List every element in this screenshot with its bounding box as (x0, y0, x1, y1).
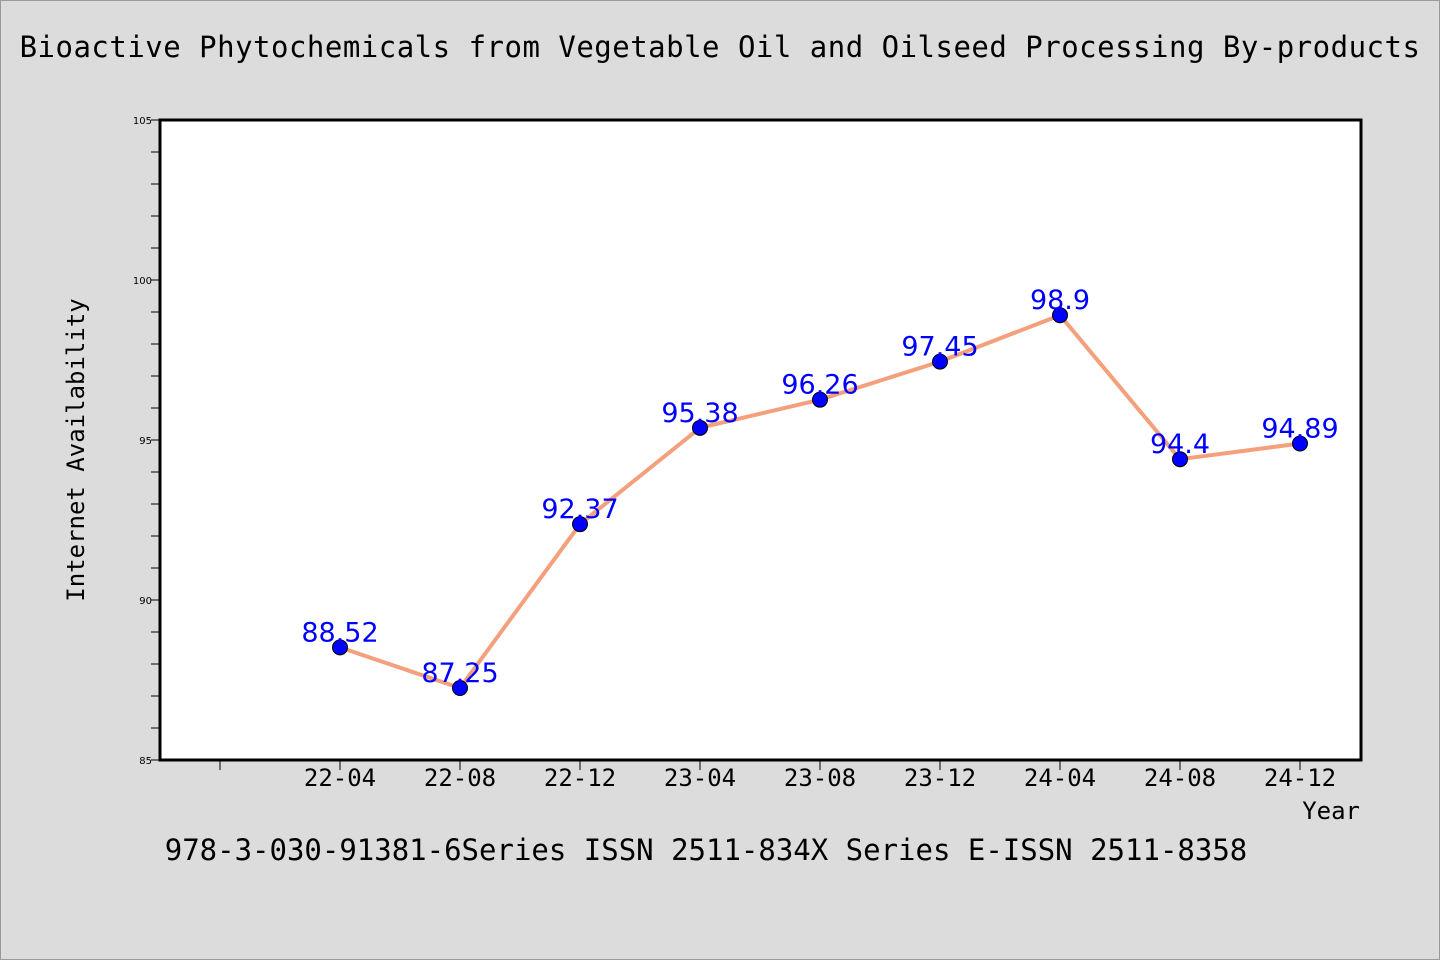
data-point (1172, 451, 1188, 468)
x-tick-label: 23-08 (784, 764, 856, 792)
footer-isbn: 978-3-030-91381-6Series ISSN 2511-834X S… (164, 833, 1248, 867)
data-point (692, 419, 708, 436)
y-axis: 85 90 95 100 105 (133, 116, 160, 767)
x-tick-label: 22-12 (544, 764, 616, 792)
x-tick-label: 24-08 (1144, 764, 1216, 792)
data-label: 87.25 (421, 658, 498, 689)
data-label: 94.89 (1261, 414, 1338, 445)
data-point (1052, 307, 1068, 324)
data-point (1292, 435, 1308, 452)
data-label-group: 88.52 87.25 92.37 95.38 96.26 97.45 98.9 94.4 94… (301, 285, 1338, 689)
data-point (932, 353, 948, 370)
x-tick-label: 22-04 (304, 764, 376, 792)
data-point (452, 680, 468, 696)
y-tick-label: 100 (133, 276, 152, 287)
data-label: 92.37 (541, 494, 618, 525)
chart-title: Bioactive Phytochemicals from Vegetable … (19, 30, 1421, 64)
x-axis: 22-04 22-08 22-12 23-04 23-08 23-12 24-04 24-08… (219, 760, 1336, 792)
y-tick-label: 95 (139, 436, 152, 447)
data-label: 98.9 (1030, 285, 1090, 316)
data-label: 97.45 (901, 332, 978, 363)
data-point (572, 516, 588, 533)
x-tick-label: 24-12 (1264, 764, 1336, 792)
y-tick-label: 90 (139, 596, 152, 607)
data-label: 95.38 (661, 398, 738, 429)
y-tick-label: 105 (133, 116, 152, 127)
data-label: 94.4 (1150, 429, 1210, 460)
x-axis-title: Year (1302, 797, 1360, 825)
x-tick-label: 24-04 (1024, 764, 1096, 792)
x-tick-label: 22-08 (424, 764, 496, 792)
marker-group (332, 307, 1308, 696)
y-tick-label: 85 (139, 756, 152, 767)
data-point (812, 391, 828, 408)
data-point (332, 639, 348, 656)
data-label: 88.52 (301, 617, 378, 648)
x-tick-label: 23-12 (904, 764, 976, 792)
data-label: 96.26 (781, 370, 858, 401)
x-tick-label: 23-04 (664, 764, 736, 792)
y-axis-title: Internet Availability (62, 298, 90, 601)
